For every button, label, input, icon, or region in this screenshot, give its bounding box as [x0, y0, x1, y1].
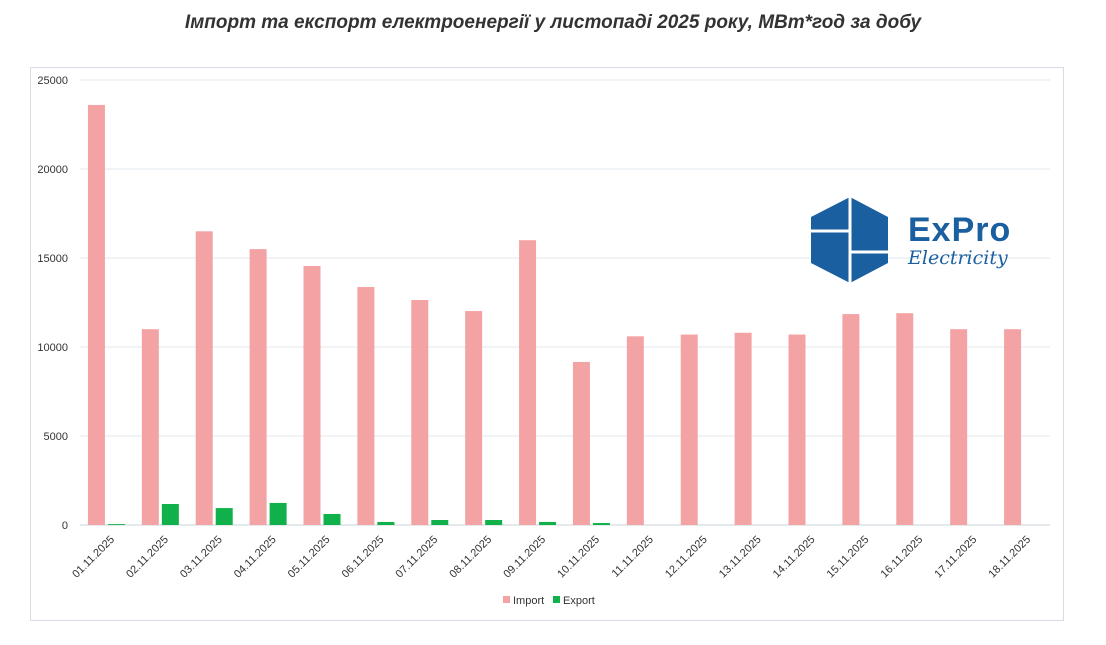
- chart-frame: [30, 67, 1064, 621]
- export-bar: [592, 523, 610, 525]
- x-tick-label: 03.11.2025: [178, 534, 225, 581]
- export-bar: [431, 520, 449, 525]
- x-tick-label: 09.11.2025: [501, 534, 548, 581]
- export-bar: [485, 520, 503, 525]
- y-tick-label: 0: [62, 520, 68, 532]
- import-bar: [1004, 329, 1022, 525]
- chart-title: Імпорт та експорт електроенергії у листо…: [184, 12, 922, 33]
- legend-swatch-import: [503, 596, 510, 603]
- import-bar: [141, 329, 159, 525]
- x-tick-label: 14.11.2025: [771, 534, 818, 581]
- x-tick-label: 11.11.2025: [610, 534, 656, 580]
- y-tick-label: 20000: [37, 164, 68, 176]
- export-bar: [107, 524, 125, 525]
- import-bar: [734, 332, 752, 525]
- x-tick-label: 15.11.2025: [825, 534, 872, 581]
- x-tick-label: 06.11.2025: [340, 534, 387, 581]
- legend-label-export: Export: [563, 595, 595, 607]
- export-bar: [161, 503, 179, 525]
- y-tick-label: 15000: [37, 253, 68, 265]
- y-tick-label: 25000: [37, 75, 68, 87]
- x-tick-label: 12.11.2025: [663, 534, 710, 581]
- export-bar: [323, 513, 341, 525]
- x-tick-label: 10.11.2025: [555, 534, 602, 581]
- logo-name: ExPro: [908, 211, 1012, 249]
- x-tick-label: 04.11.2025: [232, 534, 279, 581]
- import-bar: [357, 287, 375, 525]
- import-bar: [950, 329, 968, 525]
- import-bar: [626, 336, 644, 525]
- x-tick-label: 05.11.2025: [286, 534, 333, 581]
- expro-logo: ExPro Electricity: [808, 195, 1058, 285]
- x-tick-label: 13.11.2025: [717, 534, 764, 581]
- legend-label-import: Import: [513, 595, 544, 607]
- x-tick-label: 02.11.2025: [124, 534, 171, 581]
- y-tick-label: 5000: [44, 431, 68, 443]
- export-bar: [377, 521, 395, 525]
- x-tick-label: 01.11.2025: [70, 534, 117, 581]
- logo-subtitle: Electricity: [908, 247, 1008, 269]
- y-tick-label: 10000: [37, 342, 68, 354]
- legend-swatch-export: [553, 596, 560, 603]
- import-bar: [680, 334, 698, 525]
- import-bar: [788, 334, 806, 525]
- x-tick-label: 17.11.2025: [932, 534, 979, 581]
- import-bar: [411, 300, 429, 525]
- x-tick-label: 08.11.2025: [447, 534, 494, 581]
- x-tick-label: 16.11.2025: [879, 534, 926, 581]
- import-bar: [87, 104, 105, 526]
- x-tick-label: 18.11.2025: [986, 534, 1033, 581]
- import-bar: [303, 266, 321, 525]
- import-bar: [572, 361, 590, 525]
- import-bar: [519, 240, 537, 525]
- export-bar: [269, 502, 287, 525]
- export-bar: [539, 521, 557, 525]
- hexagon-logo-icon: [811, 197, 888, 283]
- export-bar: [215, 508, 233, 525]
- import-bar: [249, 249, 267, 525]
- import-bar: [842, 314, 860, 525]
- x-tick-label: 07.11.2025: [394, 534, 441, 581]
- import-bar: [896, 313, 914, 525]
- import-bar: [465, 311, 483, 525]
- import-bar: [195, 231, 213, 526]
